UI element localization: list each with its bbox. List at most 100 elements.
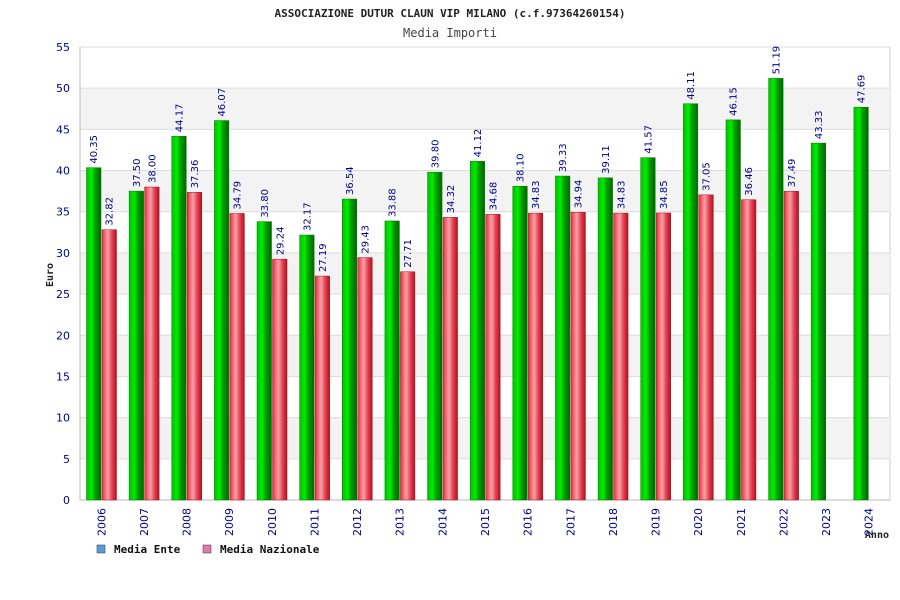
bar-media-ente-2007 bbox=[128, 190, 144, 501]
x-axis-label: Anno bbox=[865, 530, 889, 541]
legend-label-media-nazionale: Media Nazionale bbox=[220, 543, 320, 556]
bar-media-nazionale-2020 bbox=[698, 194, 714, 501]
x-tick-label: 2006 bbox=[95, 508, 108, 536]
bar-media-ente-2011 bbox=[299, 234, 315, 501]
y-tick-label: 50 bbox=[56, 82, 70, 95]
y-axis-label: Euro bbox=[45, 263, 56, 287]
bar-media-ente-2017 bbox=[555, 175, 571, 501]
data-label: 41.57 bbox=[643, 125, 654, 154]
data-labels: 40.35 32.82 37.50 38.00 44.17 37.36 46.07 34.79… bbox=[89, 46, 867, 272]
data-label: 34.83 bbox=[616, 180, 627, 209]
bar-media-nazionale-2015 bbox=[485, 214, 501, 501]
data-label: 37.49 bbox=[787, 159, 798, 188]
data-label: 38.10 bbox=[516, 154, 527, 183]
data-label: 33.80 bbox=[260, 189, 271, 218]
y-tick-label: 55 bbox=[56, 41, 70, 54]
data-label: 29.24 bbox=[275, 227, 286, 256]
data-label: 34.79 bbox=[233, 181, 244, 210]
y-tick-label: 10 bbox=[56, 412, 70, 425]
bar-media-ente-2012 bbox=[342, 198, 358, 501]
data-label: 48.11 bbox=[686, 71, 697, 100]
bar-media-ente-2023 bbox=[810, 142, 826, 501]
data-label: 51.19 bbox=[771, 46, 782, 75]
y-tick-label: 25 bbox=[56, 288, 70, 301]
legend-label-media-ente: Media Ente bbox=[114, 543, 181, 556]
data-label: 34.68 bbox=[488, 182, 499, 211]
bar-media-ente-2014 bbox=[427, 171, 443, 501]
data-label: 44.17 bbox=[175, 104, 186, 133]
bar-media-nazionale-2016 bbox=[528, 212, 544, 501]
y-tick-label: 0 bbox=[63, 494, 70, 507]
data-label: 36.54 bbox=[345, 166, 356, 195]
data-label: 41.12 bbox=[473, 129, 484, 158]
x-axis-ticks: 2006 2007 2008 2009 2010 2011 2012 2013 2014 2015… bbox=[95, 508, 875, 536]
data-label: 37.50 bbox=[132, 158, 143, 187]
y-axis-ticks: 0 5 10 15 20 25 30 35 40 45 50 55 bbox=[56, 41, 70, 507]
x-tick-label: 2012 bbox=[351, 508, 364, 536]
data-label: 38.00 bbox=[147, 154, 158, 183]
data-label: 37.05 bbox=[702, 162, 713, 191]
data-label: 32.17 bbox=[302, 202, 313, 231]
x-tick-label: 2007 bbox=[138, 508, 151, 536]
bar-media-nazionale-2008 bbox=[187, 192, 203, 501]
x-tick-label: 2024 bbox=[863, 508, 876, 536]
bar-media-nazionale-2022 bbox=[783, 190, 799, 501]
bar-media-ente-2013 bbox=[384, 220, 400, 501]
legend-swatch-media-ente bbox=[96, 544, 106, 554]
legend-swatch-media-nazionale bbox=[202, 544, 212, 554]
bar-media-nazionale-2010 bbox=[272, 258, 288, 501]
bar-media-nazionale-2011 bbox=[314, 275, 330, 501]
bars bbox=[86, 78, 869, 501]
y-tick-label: 35 bbox=[56, 206, 70, 219]
y-tick-label: 15 bbox=[56, 370, 70, 383]
bar-media-ente-2016 bbox=[512, 185, 528, 501]
data-label: 47.69 bbox=[857, 75, 868, 104]
data-label: 33.88 bbox=[388, 188, 399, 217]
x-tick-label: 2016 bbox=[522, 508, 535, 536]
bar-media-nazionale-2007 bbox=[144, 186, 160, 501]
bar-media-ente-2010 bbox=[256, 221, 272, 501]
bar-media-ente-2018 bbox=[597, 177, 613, 501]
bar-media-nazionale-2012 bbox=[357, 257, 373, 501]
chart-title: ASSOCIAZIONE DUTUR CLAUN VIP MILANO (c.f… bbox=[275, 7, 626, 20]
x-tick-label: 2009 bbox=[223, 508, 236, 536]
bar-media-ente-2020 bbox=[683, 103, 699, 501]
data-label: 34.83 bbox=[531, 180, 542, 209]
x-tick-label: 2019 bbox=[650, 508, 663, 536]
bar-media-nazionale-2014 bbox=[442, 217, 458, 501]
data-label: 37.36 bbox=[190, 160, 201, 189]
x-tick-label: 2023 bbox=[820, 508, 833, 536]
x-tick-label: 2015 bbox=[479, 508, 492, 536]
bar-media-ente-2019 bbox=[640, 157, 656, 501]
y-tick-label: 45 bbox=[56, 123, 70, 136]
x-tick-label: 2018 bbox=[607, 508, 620, 536]
data-label: 34.94 bbox=[574, 180, 585, 209]
data-label: 40.35 bbox=[89, 135, 100, 164]
data-label: 27.71 bbox=[403, 239, 414, 268]
data-label: 46.07 bbox=[217, 88, 228, 117]
bar-media-ente-2024 bbox=[853, 106, 869, 501]
bar-media-ente-2009 bbox=[214, 120, 230, 501]
data-label: 27.19 bbox=[318, 243, 329, 272]
x-tick-label: 2013 bbox=[394, 508, 407, 536]
y-tick-label: 30 bbox=[56, 247, 70, 260]
x-tick-label: 2014 bbox=[436, 508, 449, 536]
y-tick-label: 40 bbox=[56, 165, 70, 178]
bar-media-nazionale-2017 bbox=[570, 211, 586, 501]
data-label: 46.15 bbox=[729, 87, 740, 116]
x-tick-label: 2022 bbox=[777, 508, 790, 536]
legend: Media Ente Media Nazionale bbox=[96, 543, 320, 556]
x-tick-label: 2021 bbox=[735, 508, 748, 536]
data-label: 34.85 bbox=[659, 180, 670, 209]
x-tick-label: 2008 bbox=[181, 508, 194, 536]
data-label: 43.33 bbox=[814, 110, 825, 139]
bar-media-nazionale-2009 bbox=[229, 213, 245, 501]
bar-media-nazionale-2018 bbox=[613, 212, 629, 501]
data-label: 29.43 bbox=[361, 225, 372, 254]
y-tick-label: 20 bbox=[56, 329, 70, 342]
bar-media-nazionale-2019 bbox=[655, 212, 671, 501]
data-label: 36.46 bbox=[744, 167, 755, 196]
bar-media-nazionale-2006 bbox=[101, 229, 117, 501]
bar-media-ente-2008 bbox=[171, 135, 187, 501]
